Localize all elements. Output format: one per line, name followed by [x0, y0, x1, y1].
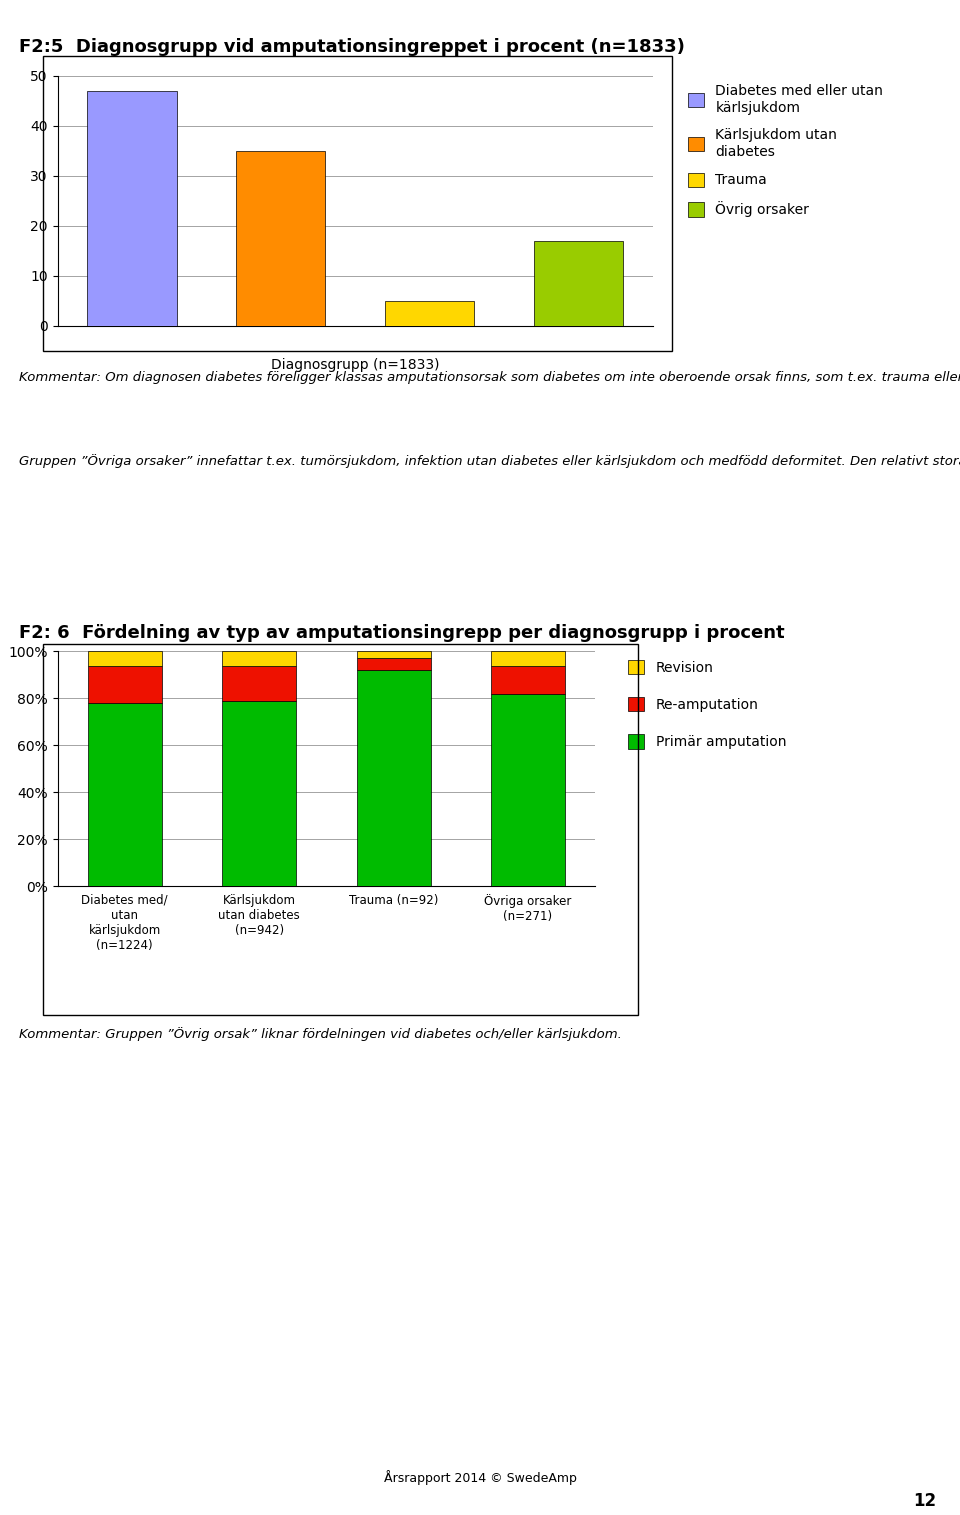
Bar: [223, 701, 296, 886]
Bar: [492, 665, 564, 694]
Text: F2: 6  Fördelning av typ av amputationsingrepp per diagnosgrupp i procent: F2: 6 Fördelning av typ av amputationsin…: [19, 624, 785, 642]
Bar: [357, 670, 431, 886]
Bar: [534, 241, 623, 326]
Bar: [87, 651, 161, 665]
Text: F2:5  Diagnosgrupp vid amputationsingreppet i procent (n=1833): F2:5 Diagnosgrupp vid amputationsingrepp…: [19, 38, 685, 56]
Bar: [492, 694, 564, 886]
Bar: [87, 703, 161, 886]
Text: Diabetes med/
utan
kärlsjukdom
(n=1224): Diabetes med/ utan kärlsjukdom (n=1224): [82, 894, 168, 951]
Bar: [236, 150, 325, 326]
Legend: Diabetes med eller utan
kärlsjukdom, Kärlsjukdom utan
diabetes, Trauma, Övrig or: Diabetes med eller utan kärlsjukdom, Kär…: [684, 80, 888, 221]
Bar: [357, 651, 431, 659]
Text: Årsrapport 2014 © SwedeAmp: Årsrapport 2014 © SwedeAmp: [384, 1470, 576, 1485]
Bar: [385, 300, 474, 326]
Bar: [87, 91, 177, 326]
Text: Trauma (n=92): Trauma (n=92): [348, 894, 439, 907]
Bar: [223, 665, 296, 701]
Text: Diagnosgrupp (n=1833): Diagnosgrupp (n=1833): [271, 358, 440, 373]
Text: Kommentar: Gruppen ”Övrig orsak” liknar fördelningen vid diabetes och/eller kärl: Kommentar: Gruppen ”Övrig orsak” liknar …: [19, 1027, 622, 1041]
Bar: [357, 659, 431, 670]
Text: Kommentar: Om diagnosen diabetes föreligger klassas amputationsorsak som diabete: Kommentar: Om diagnosen diabetes förelig…: [19, 371, 960, 385]
Text: Kärlsjukdom
utan diabetes
(n=942): Kärlsjukdom utan diabetes (n=942): [218, 894, 300, 936]
Text: Övriga orsaker
(n=271): Övriga orsaker (n=271): [484, 894, 572, 923]
Text: 12: 12: [913, 1492, 936, 1510]
Bar: [87, 665, 161, 703]
Bar: [492, 651, 564, 665]
Bar: [223, 651, 296, 665]
Legend: Revision, Re-amputation, Primär amputation: Revision, Re-amputation, Primär amputati…: [624, 656, 790, 753]
Text: Gruppen ”Övriga orsaker” innefattar t.ex. tumörsjukdom, infektion utan diabetes : Gruppen ”Övriga orsaker” innefattar t.ex…: [19, 454, 960, 468]
